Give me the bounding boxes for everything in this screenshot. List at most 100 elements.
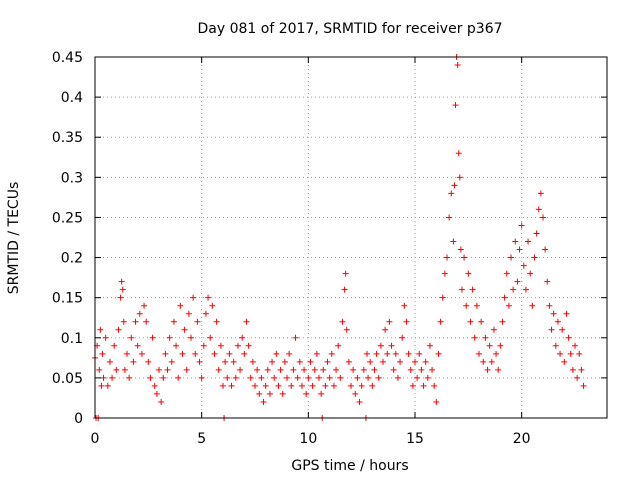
x-tick-label: 20 [513, 431, 531, 447]
data-point [458, 286, 465, 293]
data-point [264, 366, 271, 373]
data-point [452, 102, 459, 109]
data-point [352, 390, 359, 397]
data-point [102, 334, 109, 341]
data-point [160, 374, 167, 381]
data-point [294, 374, 301, 381]
data-point [467, 318, 474, 325]
data-point [194, 318, 201, 325]
x-tick-label: 10 [299, 431, 317, 447]
grid-lines [95, 57, 607, 418]
data-point [188, 334, 194, 341]
data-point [339, 318, 346, 325]
data-point [275, 382, 282, 389]
data-point [456, 174, 463, 181]
data-point [168, 358, 175, 365]
data-point [254, 366, 261, 373]
data-point [324, 358, 331, 365]
data-point [508, 254, 514, 261]
y-axis-ticks: 0 0.05 0.1 0.15 0.2 0.25 0.3 0.35 0.4 0.45 [52, 50, 607, 427]
data-point [384, 350, 391, 357]
data-point [239, 334, 246, 341]
data-point [179, 350, 186, 357]
data-point [444, 254, 450, 261]
data-point [394, 374, 401, 381]
data-points [92, 54, 587, 421]
data-point [373, 350, 380, 357]
data-point [450, 238, 457, 245]
data-point [118, 278, 125, 285]
data-point [113, 366, 120, 373]
data-point [337, 374, 344, 381]
data-point [345, 358, 352, 365]
data-point [565, 334, 572, 341]
data-point [420, 382, 427, 389]
data-point [222, 358, 229, 365]
data-point [99, 350, 106, 357]
data-point [461, 254, 468, 261]
data-point [505, 302, 512, 309]
data-point [211, 350, 218, 357]
data-point [397, 358, 404, 365]
data-point [196, 358, 203, 365]
data-point [234, 342, 241, 349]
data-point [170, 318, 177, 325]
data-point [121, 366, 128, 373]
y-tick-label: 0.1 [61, 331, 83, 347]
data-point [281, 358, 288, 365]
data-point [120, 318, 127, 325]
data-point [576, 350, 583, 357]
data-point [497, 342, 504, 349]
data-point [151, 382, 158, 389]
data-point [469, 286, 476, 293]
data-point [252, 382, 258, 389]
data-point [403, 318, 410, 325]
data-point [147, 374, 154, 381]
data-point [567, 350, 574, 357]
data-point [241, 350, 248, 357]
data-point [173, 342, 180, 349]
data-point [533, 230, 540, 237]
data-point [175, 374, 182, 381]
data-point [273, 350, 280, 357]
data-point [119, 286, 126, 293]
data-point [548, 326, 555, 333]
data-point [380, 358, 386, 365]
data-point [401, 302, 408, 309]
data-point [333, 366, 340, 373]
data-point [220, 382, 226, 389]
data-point [301, 366, 308, 373]
data-point [457, 246, 464, 253]
x-tick-label: 0 [91, 431, 100, 447]
y-tick-label: 0.45 [52, 50, 83, 66]
data-point [237, 366, 244, 373]
data-point [493, 350, 500, 357]
data-point [126, 374, 133, 381]
y-tick-label: 0.05 [52, 371, 83, 387]
data-point [100, 374, 107, 381]
data-point [97, 326, 104, 333]
data-point [377, 342, 384, 349]
data-point [418, 366, 425, 373]
data-point [192, 350, 199, 357]
data-point [455, 150, 462, 157]
data-point [106, 358, 113, 365]
data-point [153, 390, 160, 397]
data-point [550, 310, 557, 317]
data-point [554, 318, 561, 325]
data-point [279, 390, 286, 397]
data-point [177, 302, 184, 309]
data-point [512, 238, 519, 245]
data-point [580, 382, 587, 389]
y-tick-label: 0.35 [52, 130, 83, 146]
data-point [488, 358, 495, 365]
data-point [510, 286, 517, 293]
data-point [134, 342, 141, 349]
data-point [439, 294, 446, 301]
data-point [215, 366, 222, 373]
data-point [482, 334, 489, 341]
data-point [371, 366, 378, 373]
data-point [213, 318, 220, 325]
data-point [128, 334, 135, 341]
